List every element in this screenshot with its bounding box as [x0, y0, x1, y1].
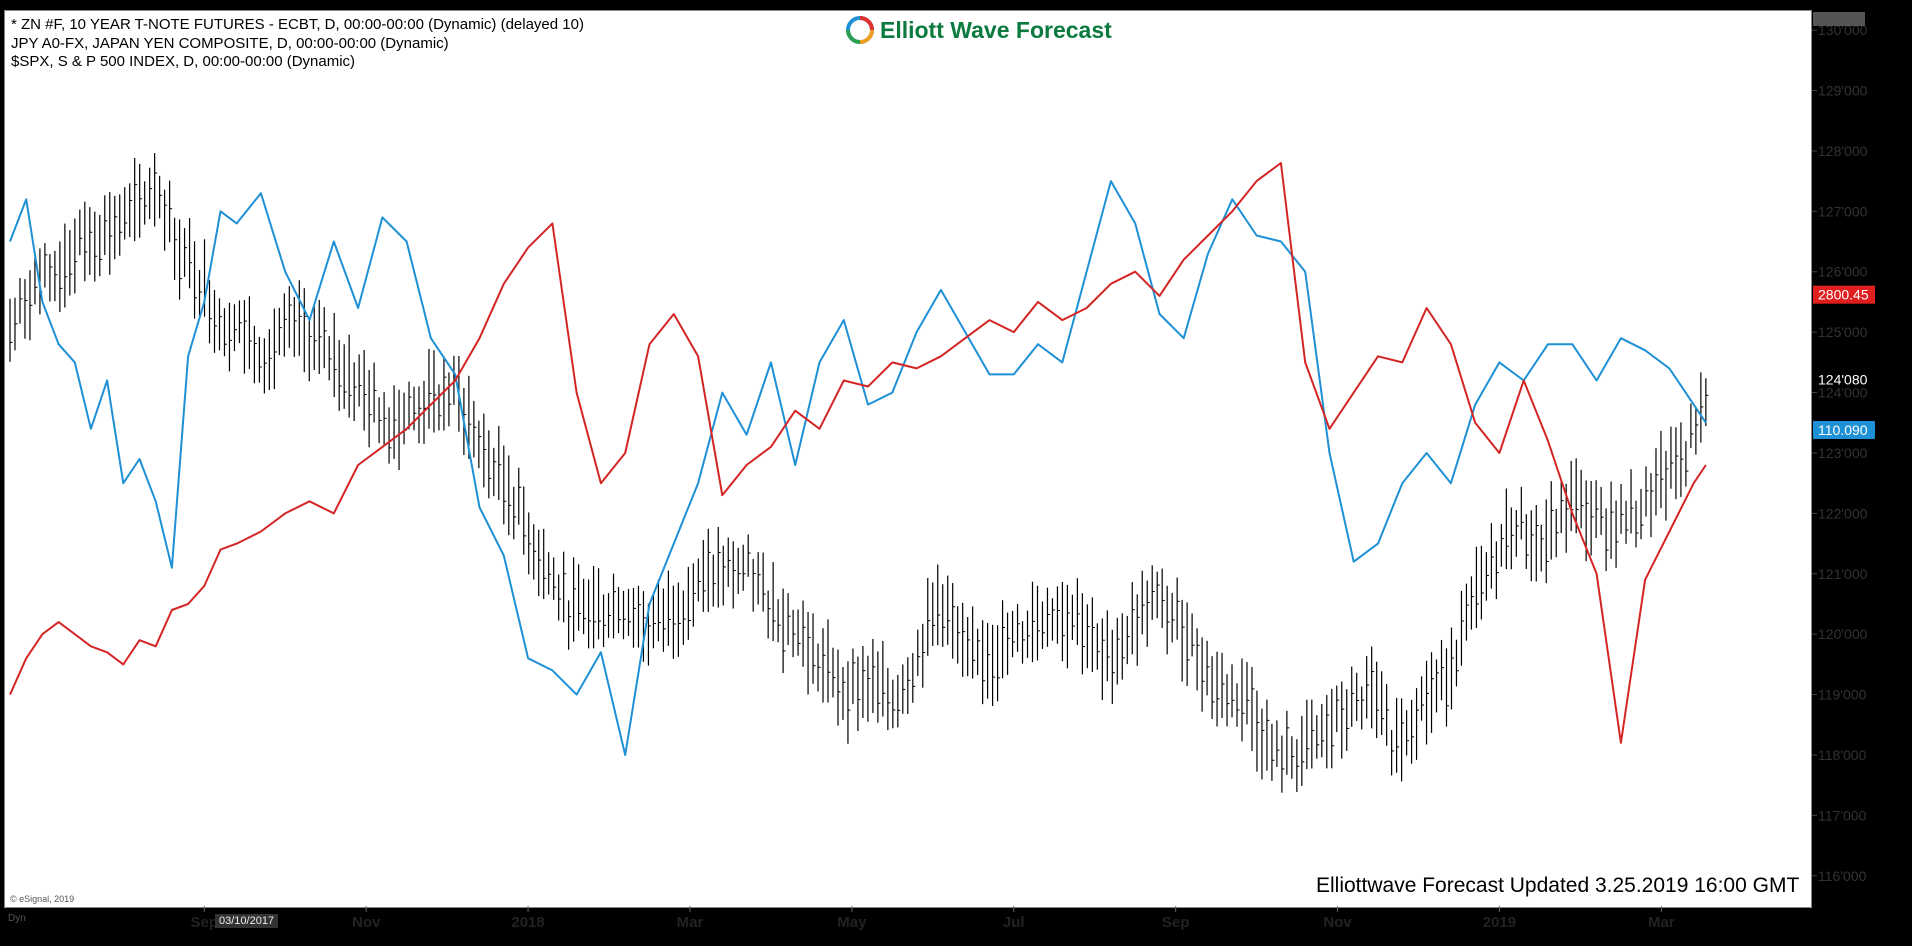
- y-tick-label: 117'000: [1818, 807, 1867, 823]
- x-tick-label: May: [837, 914, 867, 931]
- x-tick-label: Mar: [1648, 914, 1675, 931]
- axis-layer: 116'000 117'000 118'000 119'000 120'000 121'0…: [191, 22, 1868, 931]
- x-tick-label: 2018: [511, 914, 544, 931]
- x-tick-label: Sep: [1162, 914, 1190, 931]
- y-tick-label: 121'000: [1818, 566, 1868, 582]
- series-jpy-line: [9, 180, 1707, 756]
- series-zn-last-label: 124'080: [1818, 371, 1868, 387]
- logo: Elliott Wave Forecast: [846, 16, 1112, 44]
- series-spx-last-label: 2800.45: [1818, 287, 1869, 303]
- chart-frame: [4, 10, 1812, 908]
- series-zn-bars: [9, 153, 1709, 793]
- y-tick-label: 125'000: [1818, 324, 1868, 340]
- series-jpy-last-label: 110.090: [1818, 422, 1868, 438]
- y-tick-label: 120'000: [1818, 626, 1868, 642]
- y-tick-label: 119'000: [1818, 687, 1867, 703]
- y-tick-label: 124'000: [1818, 385, 1868, 401]
- y-top-marker: [1813, 12, 1865, 26]
- copyright-text: © eSignal, 2019: [10, 894, 75, 904]
- series-spx-line: [9, 162, 1707, 744]
- y-tick-label: 130'000: [1818, 22, 1868, 38]
- y-tick-label: 128'000: [1818, 143, 1868, 159]
- x-tick-label: Mar: [677, 914, 704, 931]
- x-tick-label: Sep: [191, 914, 219, 931]
- series-label-jpy: JPY A0-FX, JAPAN YEN COMPOSITE, D, 00:00…: [11, 35, 449, 52]
- series-zn-last-label-bg: [1813, 370, 1875, 389]
- y-tick-label: 123'000: [1818, 445, 1868, 461]
- series-spx-last-label-bg: [1813, 285, 1875, 304]
- series-label-spx: $SPX, S & P 500 INDEX, D, 00:00-00:00 (D…: [11, 53, 356, 70]
- y-tick-label: 126'000: [1818, 264, 1868, 280]
- x-tick-label: Nov: [352, 914, 381, 931]
- footer-update-note: Elliottwave Forecast Updated 3.25.2019 1…: [1316, 874, 1800, 897]
- x-tick-label: Jul: [1003, 914, 1025, 931]
- y-tick-label: 118'000: [1818, 747, 1867, 763]
- y-tick-label: 129'000: [1818, 83, 1868, 99]
- y-tick-label: 116'000: [1818, 868, 1867, 884]
- series-label-zn: * ZN #F, 10 YEAR T-NOTE FUTURES - ECBT, …: [11, 16, 584, 33]
- logo-text: Elliott Wave Forecast: [880, 16, 1112, 43]
- logo-icon: [846, 16, 874, 44]
- y-tick-label: 127'000: [1818, 203, 1868, 219]
- series-layer: [9, 153, 1709, 793]
- x-tick-label: Nov: [1323, 914, 1352, 931]
- label-layer: 124'080 110.090 2800.45: [1813, 12, 1875, 440]
- date-marker: 03/10/2017: [215, 914, 279, 928]
- dyn-button[interactable]: Dyn: [8, 913, 26, 924]
- x-tick-label: 2019: [1483, 914, 1516, 931]
- series-jpy-last-label-bg: [1813, 421, 1875, 440]
- y-tick-label: 122'000: [1818, 505, 1868, 521]
